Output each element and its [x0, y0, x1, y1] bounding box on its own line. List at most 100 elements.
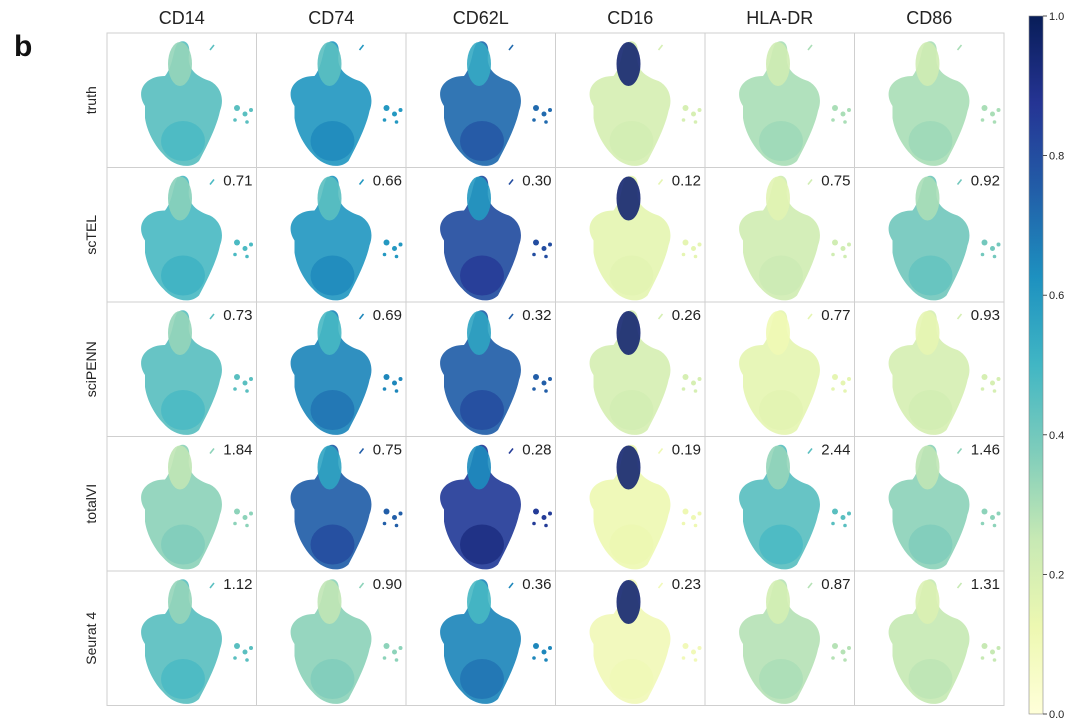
umap-cluster-bottom — [161, 121, 205, 161]
correlation-score: 0.26 — [672, 307, 701, 324]
umap-cluster-bottom — [759, 255, 803, 296]
umap-outlier-cluster — [544, 254, 548, 259]
column-header: CD86 — [906, 8, 952, 28]
umap-outlier-cluster — [541, 649, 547, 655]
umap-outlier-cluster — [392, 111, 397, 117]
umap-outlier-cluster — [840, 380, 846, 386]
umap-outlier-cluster — [847, 242, 851, 247]
umap-embedding — [589, 579, 702, 704]
umap-outlier-streak — [358, 582, 365, 589]
umap-embedding — [141, 310, 253, 435]
umap-outlier-cluster — [681, 656, 686, 660]
umap-outlier-cluster — [832, 239, 838, 246]
umap-embedding — [739, 41, 851, 166]
correlation-score: 0.69 — [373, 307, 402, 324]
umap-embedding — [440, 175, 552, 301]
umap-embedding — [141, 579, 253, 704]
umap-outlier-streak — [209, 582, 215, 589]
umap-outlier-cluster — [233, 656, 237, 660]
umap-outlier-cluster — [382, 252, 387, 257]
umap-outlier-cluster — [234, 643, 240, 649]
umap-cluster-bottom — [310, 255, 355, 296]
umap-outlier-cluster — [992, 658, 997, 662]
umap-outlier-cluster — [981, 239, 988, 246]
umap-outlier-cluster — [681, 387, 686, 391]
umap-cluster-bottom — [609, 121, 654, 161]
umap-outlier-cluster — [548, 242, 552, 247]
umap-embedding — [739, 310, 851, 435]
umap-embedding — [589, 175, 702, 301]
umap-outlier-cluster — [682, 374, 689, 380]
umap-outlier-cluster — [832, 374, 838, 380]
umap-outlier-cluster — [831, 521, 835, 526]
umap-embedding — [888, 175, 1001, 301]
umap-outlier-cluster — [992, 120, 997, 124]
umap-outlier-cluster — [996, 377, 1001, 381]
umap-outlier-cluster — [394, 389, 399, 393]
umap-outlier-cluster — [541, 111, 547, 117]
umap-outlier-cluster — [996, 646, 1001, 650]
umap-outlier-cluster — [249, 511, 253, 516]
umap-cluster-top — [915, 311, 940, 355]
umap-cluster-bottom — [908, 524, 953, 565]
correlation-score: 1.12 — [223, 576, 252, 593]
umap-outlier-streak — [508, 313, 514, 320]
correlation-score: 0.12 — [672, 173, 701, 190]
umap-cluster-top — [915, 580, 940, 624]
umap-outlier-streak — [657, 179, 664, 185]
umap-embedding — [739, 444, 851, 570]
umap-outlier-cluster — [682, 643, 689, 649]
umap-outlier-cluster — [980, 252, 985, 257]
umap-cluster-top — [766, 580, 790, 624]
column-header: HLA-DR — [746, 8, 813, 28]
umap-outlier-cluster — [693, 120, 698, 124]
umap-outlier-cluster — [990, 649, 995, 655]
umap-outlier-cluster — [533, 105, 539, 111]
umap-cluster-top — [467, 580, 491, 624]
umap-cluster-top — [317, 42, 342, 86]
umap-outlier-cluster — [691, 515, 696, 520]
umap-outlier-cluster — [693, 389, 698, 393]
umap-cluster-bottom — [161, 255, 205, 296]
umap-outlier-cluster — [840, 515, 846, 520]
umap-cluster-top — [616, 311, 641, 355]
umap-outlier-cluster — [382, 521, 387, 526]
umap-outlier-cluster — [242, 380, 248, 386]
umap-outlier-streak — [657, 448, 664, 454]
umap-cluster-top — [915, 42, 940, 86]
correlation-score: 1.46 — [971, 442, 1000, 459]
correlation-score: 0.23 — [672, 576, 701, 593]
umap-outlier-cluster — [249, 646, 253, 650]
umap-cluster-bottom — [908, 121, 953, 161]
umap-outlier-streak — [508, 179, 514, 185]
umap-outlier-streak — [657, 44, 664, 51]
umap-outlier-cluster — [398, 511, 403, 516]
column-header: CD62L — [453, 8, 509, 28]
correlation-score: 0.32 — [522, 307, 551, 324]
umap-outlier-cluster — [398, 377, 403, 381]
correlation-score: 0.73 — [223, 307, 252, 324]
umap-cluster-top — [616, 445, 641, 490]
umap-outlier-cluster — [398, 108, 403, 112]
colorbar-tick-label: 0.2 — [1049, 569, 1064, 581]
umap-outlier-cluster — [682, 105, 689, 111]
umap-outlier-cluster — [843, 523, 847, 528]
umap-outlier-cluster — [242, 111, 248, 117]
umap-outlier-cluster — [981, 643, 988, 649]
umap-outlier-cluster — [990, 246, 995, 251]
umap-outlier-cluster — [981, 374, 988, 380]
umap-outlier-cluster — [392, 515, 397, 520]
umap-outlier-streak — [358, 44, 365, 51]
umap-outlier-cluster — [996, 511, 1001, 516]
umap-outlier-cluster — [831, 252, 835, 257]
umap-outlier-streak — [807, 313, 813, 320]
umap-outlier-cluster — [394, 523, 399, 528]
umap-outlier-streak — [508, 582, 514, 589]
correlation-score: 0.19 — [672, 442, 701, 459]
umap-outlier-cluster — [832, 643, 838, 649]
umap-cluster-bottom — [759, 659, 803, 699]
umap-outlier-cluster — [234, 105, 240, 111]
correlation-score: 0.30 — [522, 173, 551, 190]
umap-outlier-streak — [358, 448, 365, 454]
umap-cluster-bottom — [759, 524, 803, 565]
